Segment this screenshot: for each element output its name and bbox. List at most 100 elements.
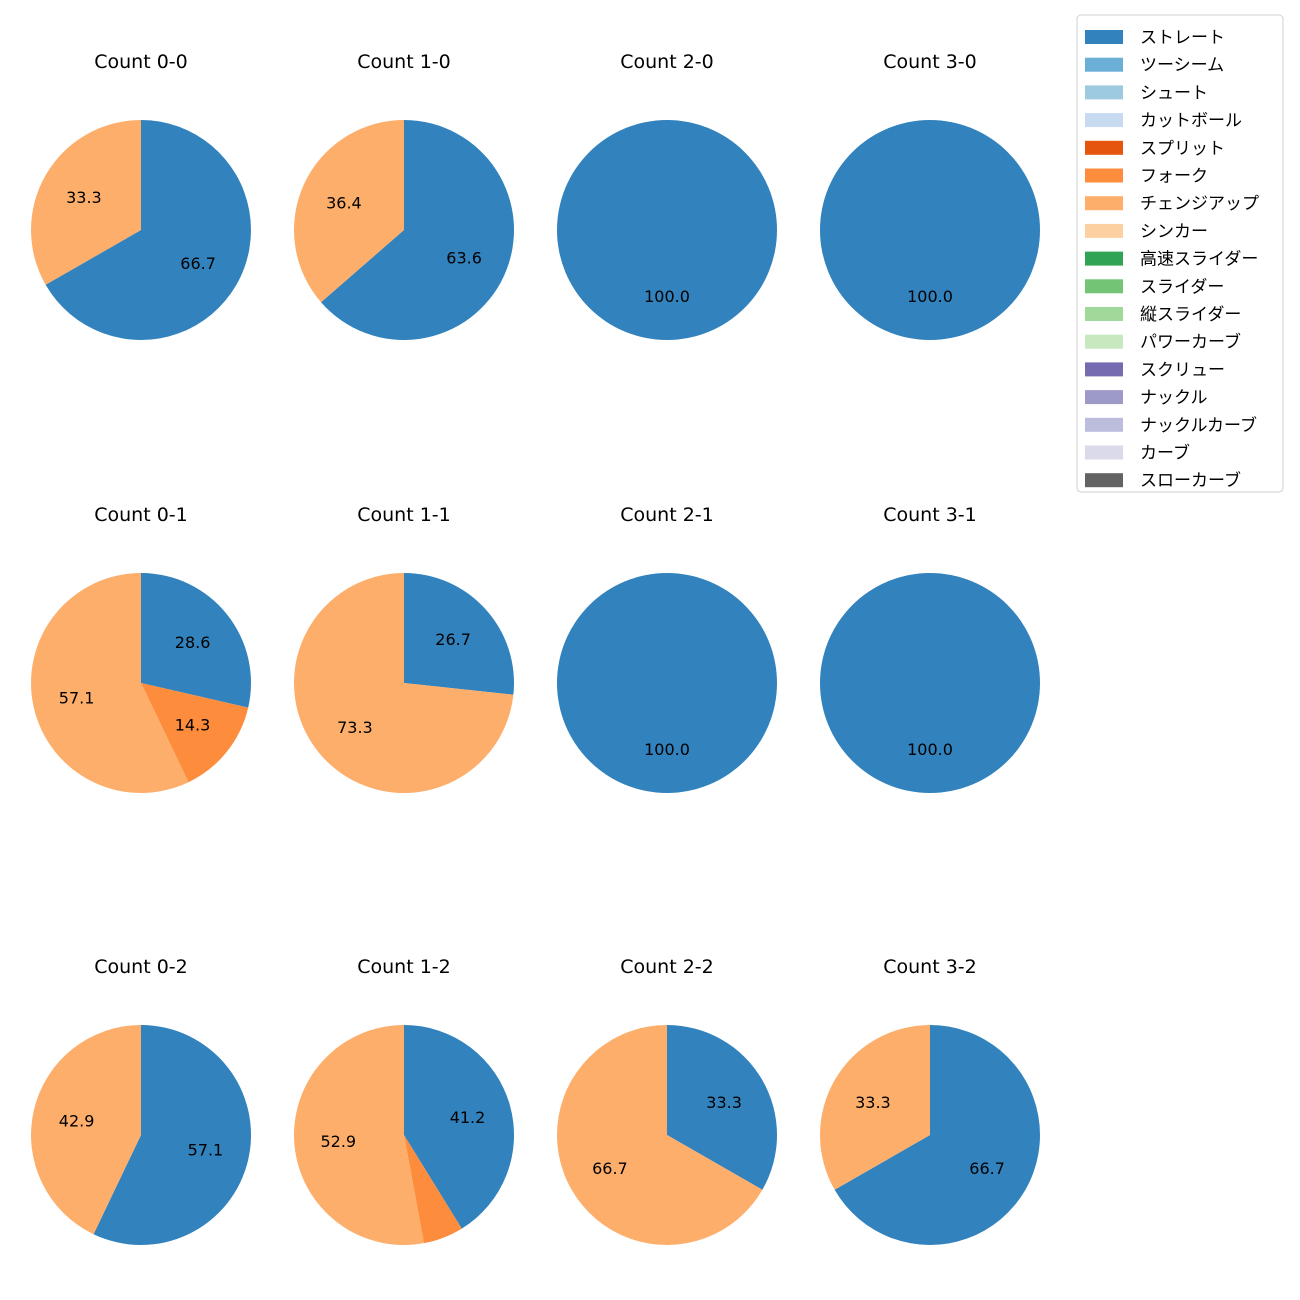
slice-label: 100.0: [907, 740, 953, 759]
pie-slice: [293, 573, 514, 793]
pie-2: Count 1-0 63.6 36.4: [294, 51, 515, 340]
slice-label: 73.3: [337, 718, 373, 737]
pie-title: Count 1-2: [357, 956, 451, 978]
pie-title: Count 2-2: [620, 956, 714, 978]
pie-title: Count 3-0: [883, 51, 977, 73]
pie-slice: [834, 1025, 1040, 1245]
legend-label: シンカー: [1140, 222, 1208, 242]
legend-swatch: [1085, 417, 1123, 432]
legend-swatch: [1085, 362, 1123, 377]
legend-label: カーブ: [1140, 443, 1190, 464]
pie-slice: [557, 120, 777, 340]
legend-label: チェンジアップ: [1140, 194, 1259, 214]
pie-slice: [557, 573, 777, 793]
pie-slice: [31, 1025, 141, 1235]
slice-label: 57.1: [59, 689, 95, 708]
slice-label: 100.0: [907, 287, 953, 306]
legend-swatch: [1085, 57, 1123, 72]
legend-label: 高速スライダー: [1140, 250, 1258, 270]
pie-slice: [294, 119, 404, 303]
slice-label: 36.4: [326, 194, 362, 213]
pie-slice: [30, 573, 189, 793]
legend-label: スローカーブ: [1140, 470, 1241, 491]
pie-slice: [819, 1025, 930, 1190]
legend-label: スクリュー: [1140, 360, 1225, 380]
slice-label: 63.6: [446, 248, 482, 267]
legend-swatch: [1085, 113, 1123, 128]
legend-label: スライダー: [1140, 277, 1224, 297]
pie-4: Count 3-0 100.0: [820, 51, 1040, 340]
legend-label: ツーシーム: [1140, 56, 1224, 76]
pie-slice: [294, 1025, 424, 1246]
pie-slice: [404, 1135, 462, 1244]
legend-swatch: [1085, 168, 1123, 183]
pie-3: Count 2-0 100.0: [557, 51, 777, 340]
pie-6: Count 1-1 26.7 73.3: [293, 504, 514, 793]
legend-swatch: [1085, 30, 1123, 44]
pie-9: Count 0-2 57.1 42.9: [31, 956, 252, 1246]
pie-title: Count 0-2: [94, 956, 188, 978]
pie-10: Count 1-2 41.2 52.9: [294, 956, 515, 1246]
pie-slice: [141, 573, 252, 708]
legend-swatch: [1085, 473, 1123, 488]
slice-label: 100.0: [644, 287, 690, 306]
pie-slice: [141, 683, 249, 783]
legend-label: シュート: [1140, 83, 1208, 103]
slice-label: 100.0: [644, 740, 690, 759]
legend-frame: [1076, 14, 1284, 493]
slice-label: 14.3: [175, 715, 211, 734]
pie-slice: [820, 120, 1040, 340]
legend-label: ナックル: [1140, 388, 1208, 408]
slice-label: 33.3: [706, 1093, 742, 1112]
pie-title: Count 3-2: [883, 956, 977, 978]
pie-title: Count 1-1: [357, 504, 451, 526]
legend-label: パワーカーブ: [1140, 332, 1241, 353]
legend-label: ナックルカーブ: [1140, 415, 1257, 436]
slice-label: 28.6: [175, 633, 211, 652]
legend: ストレートツーシームシュートカットボールスプリットフォークチェンジアップシンカー…: [1076, 14, 1284, 493]
pie-12: Count 3-2 66.7 33.3: [819, 956, 1040, 1245]
legend-swatch: [1085, 334, 1123, 349]
pie-7: Count 2-1 100.0: [557, 504, 777, 793]
legend-label: フォーク: [1140, 167, 1208, 187]
legend-swatch: [1085, 140, 1123, 155]
pie-title: Count 2-0: [620, 51, 714, 73]
slice-label: 57.1: [188, 1141, 224, 1160]
pie-1: Count 0-0 66.7 33.3: [30, 51, 251, 340]
slice-label: 66.7: [969, 1159, 1005, 1178]
pie-slice: [30, 120, 142, 285]
slice-label: 66.7: [592, 1159, 628, 1178]
slice-label: 66.7: [180, 254, 216, 273]
pie-slice: [321, 120, 515, 340]
legend-swatch: [1085, 445, 1123, 460]
pie-slice: [45, 120, 251, 340]
legend-swatch: [1085, 390, 1123, 405]
pie-8: Count 3-1 100.0: [820, 504, 1040, 793]
slice-label: 26.7: [435, 630, 471, 649]
legend-swatch: [1085, 85, 1123, 100]
slice-label: 52.9: [320, 1132, 356, 1151]
pie-title: Count 2-1: [620, 504, 714, 526]
legend-label: ストレート: [1140, 28, 1225, 48]
slice-label: 33.3: [855, 1093, 891, 1112]
slice-label: 33.3: [66, 188, 102, 207]
pie-slice: [404, 1025, 515, 1229]
pie-slice: [557, 1025, 763, 1245]
legend-swatch: [1085, 307, 1123, 321]
legend-swatch: [1085, 251, 1123, 266]
pie-5: Count 0-1 28.6 14.3 57.1: [30, 504, 252, 793]
legend-swatch: [1085, 196, 1123, 211]
pie-slice: [820, 573, 1040, 793]
slice-label: 41.2: [450, 1108, 486, 1127]
legend-swatch: [1085, 223, 1123, 238]
pie-slice: [667, 1025, 778, 1190]
pie-title: Count 0-0: [94, 51, 188, 73]
pie-11: Count 2-2 33.3 66.7: [557, 956, 778, 1245]
pie-title: Count 3-1: [883, 504, 977, 526]
legend-label: スプリット: [1140, 139, 1225, 159]
pie-slice: [93, 1025, 252, 1246]
legend-label: 縦スライダー: [1140, 305, 1241, 325]
pie-title: Count 0-1: [94, 504, 188, 526]
slice-label: 42.9: [59, 1111, 95, 1130]
pie-slice: [404, 573, 514, 695]
